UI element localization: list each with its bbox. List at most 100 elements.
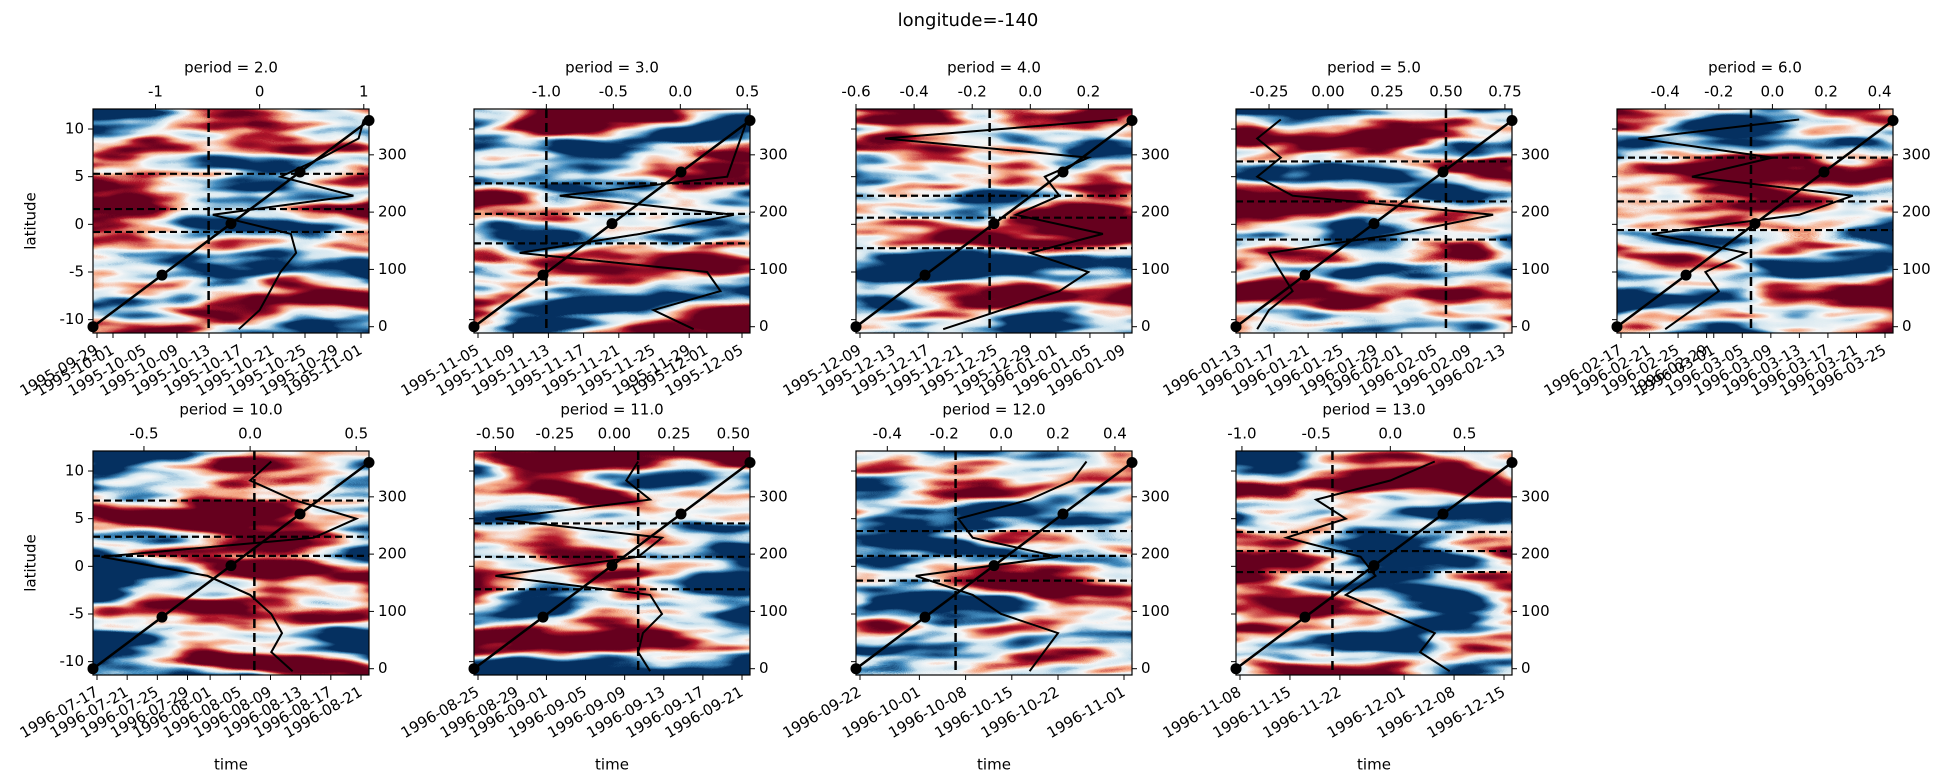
panel-title: period = 3.0: [565, 59, 659, 77]
profile-line: [1638, 118, 1854, 331]
x-tick-label: 0.0: [1018, 83, 1042, 101]
y2-tick-label: 300: [378, 145, 407, 163]
panel-title: period = 4.0: [947, 59, 1041, 77]
panel-title: period = 5.0: [1327, 59, 1421, 77]
y2-tick-label: 200: [1141, 545, 1170, 563]
y2-tick-label: 200: [378, 203, 407, 221]
y2-tick-label: 0: [1141, 659, 1151, 677]
y2-tick-label: 300: [378, 487, 407, 505]
profile-line: [915, 460, 1088, 672]
x-tick-label: 0.2: [1814, 83, 1838, 101]
x-tick-label: 0.2: [1046, 425, 1070, 443]
x-axis-label: time: [214, 756, 248, 774]
phase-point: [1437, 508, 1449, 520]
x-tick-label: 0.0: [989, 425, 1013, 443]
phase-point: [1368, 218, 1380, 230]
phase-point: [537, 611, 549, 623]
profile-line: [101, 460, 360, 672]
y2-tick-label: 200: [759, 545, 788, 563]
y-tick-label: 10: [65, 120, 84, 138]
phase-point: [1437, 166, 1449, 178]
profile-line: [1282, 460, 1451, 673]
y-axis-label: latitude: [22, 534, 40, 592]
y2-tick-label: 300: [1521, 487, 1550, 505]
y-tick-label: -5: [69, 262, 84, 280]
phase-point: [988, 218, 1000, 230]
phase-point: [1368, 560, 1380, 572]
phase-point: [919, 611, 931, 623]
axes-frame: [855, 108, 1133, 334]
phase-point: [537, 269, 549, 281]
y-tick-label: -5: [69, 604, 84, 622]
phase-point: [606, 560, 618, 572]
plot-lines: [1236, 451, 1512, 675]
y2-tick-label: 0: [378, 317, 388, 335]
x-tick-label: 0.0: [238, 425, 262, 443]
x-tick-label: -0.5: [129, 425, 158, 443]
axes-frame: [1235, 450, 1513, 676]
y2-tick-label: 0: [1521, 317, 1531, 335]
y2-tick-label: 100: [1521, 602, 1550, 620]
y2-tick-label: 200: [1521, 203, 1550, 221]
x-tick-label: 0.4: [1103, 425, 1127, 443]
panel-title: period = 11.0: [560, 401, 663, 419]
phase-point: [1680, 269, 1692, 281]
y2-tick-label: 100: [378, 260, 407, 278]
axes-frame: [1235, 108, 1513, 334]
plot-lines: [93, 451, 369, 675]
y-tick-label: -10: [60, 652, 85, 670]
axes-frame: [855, 450, 1133, 676]
plot-lines: [474, 109, 750, 333]
phase-point: [606, 218, 618, 230]
phase-point: [1749, 218, 1761, 230]
panel-title: period = 6.0: [1708, 59, 1802, 77]
y2-tick-label: 100: [1141, 260, 1170, 278]
plot-lines: [474, 451, 750, 675]
y2-tick-label: 100: [1902, 260, 1931, 278]
x-tick-label: -1.0: [532, 83, 561, 101]
y-tick-label: 10: [65, 462, 84, 480]
profile-line: [885, 118, 1118, 331]
x-tick-label: -0.2: [958, 83, 987, 101]
y-axis-label: latitude: [22, 192, 40, 250]
x-tick-label: 0.00: [598, 425, 631, 443]
phase-point: [156, 611, 168, 623]
phase-point: [225, 218, 237, 230]
x-tick-label: -0.25: [535, 425, 574, 443]
x-tick-label: -0.6: [841, 83, 870, 101]
x-tick-label: 0.25: [1370, 83, 1403, 101]
x-tick-label: -0.50: [476, 425, 515, 443]
phase-point: [1057, 508, 1069, 520]
profile-line: [1255, 118, 1494, 330]
y2-tick-label: 200: [759, 203, 788, 221]
y2-tick-label: 300: [1902, 145, 1931, 163]
y2-tick-label: 0: [759, 659, 769, 677]
x-axis-label: time: [977, 756, 1011, 774]
y2-tick-label: 300: [1521, 145, 1550, 163]
y-tick-label: 0: [74, 557, 84, 575]
x-tick-label: -0.2: [930, 425, 959, 443]
y2-tick-label: 200: [1141, 203, 1170, 221]
phase-point: [1299, 611, 1311, 623]
phase-point: [919, 269, 931, 281]
panel-title: period = 2.0: [184, 59, 278, 77]
x-tick-label: 0.2: [1076, 83, 1100, 101]
profile-line: [495, 460, 665, 672]
phase-point: [294, 508, 306, 520]
axes-frame: [473, 450, 751, 676]
plot-lines: [856, 451, 1132, 675]
y-tick-label: 5: [74, 167, 84, 185]
y2-tick-label: 100: [1141, 602, 1170, 620]
y2-tick-label: 100: [759, 602, 788, 620]
phase-point: [1818, 166, 1830, 178]
figure-title: longitude=-140: [898, 10, 1039, 31]
phase-point: [225, 560, 237, 572]
x-tick-label: 0.0: [1378, 425, 1402, 443]
x-tick-label: 0.50: [717, 425, 750, 443]
panel-title: period = 10.0: [179, 401, 282, 419]
x-tick-label: 0.0: [1760, 83, 1784, 101]
profile-line: [212, 119, 365, 330]
x-tick-label: -0.2: [1704, 83, 1733, 101]
plot-lines: [93, 109, 369, 333]
